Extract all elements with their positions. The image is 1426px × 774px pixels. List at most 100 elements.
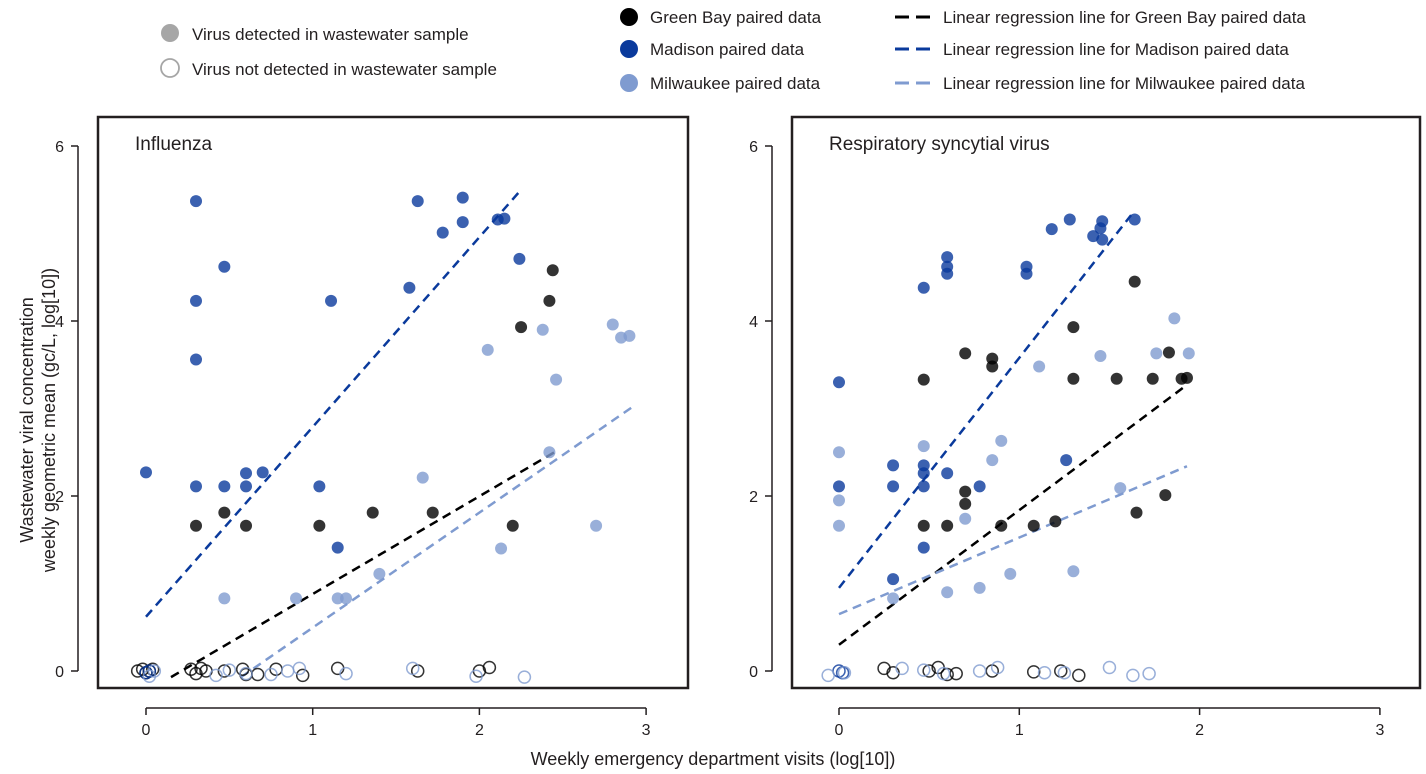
green-bay-regression-line <box>838 383 1188 646</box>
milwaukee-detected-point <box>416 471 429 484</box>
y-tick-label: 6 <box>749 139 758 156</box>
madison-detected-point <box>973 480 986 493</box>
madison-detected-point <box>1096 215 1109 228</box>
madison-detected-point <box>190 294 203 307</box>
madison-detected-point <box>887 480 900 493</box>
legend-green-bay-regression-label: Linear regression line for Green Bay pai… <box>943 8 1306 27</box>
madison-detected-point <box>411 195 424 208</box>
green-bay-detected-point <box>1067 321 1080 334</box>
madison-detected-point <box>325 294 338 307</box>
milwaukee-detected-point <box>606 318 619 331</box>
green-bay-detected-point <box>1027 519 1040 532</box>
madison-detected-point <box>887 459 900 472</box>
milwaukee-detected-point <box>495 542 508 555</box>
green-bay-not-detected-point <box>217 664 232 678</box>
green-bay-detected-point <box>506 519 519 532</box>
milwaukee-not-detected-point <box>264 667 278 682</box>
panel-title: Respiratory syncytial virus <box>829 134 1050 155</box>
legend-madison-regression-label: Linear regression line for Madison paire… <box>943 40 1289 59</box>
milwaukee-detected-point <box>995 434 1008 447</box>
milwaukee-detected-point <box>1182 347 1195 360</box>
x-axis-label: Weekly emergency department visits (log[… <box>531 749 896 769</box>
milwaukee-detected-point <box>1150 347 1163 360</box>
madison-detected-point <box>240 467 253 480</box>
green-bay-detected-point <box>1130 506 1143 519</box>
milwaukee-not-detected-point <box>1142 666 1156 681</box>
legend-madison-marker <box>620 40 638 58</box>
madison-detected-point <box>456 216 469 229</box>
milwaukee-regression-line <box>240 405 634 679</box>
milwaukee-detected-point <box>218 592 231 605</box>
milwaukee-detected-point <box>1033 360 1046 373</box>
madison-detected-point <box>140 466 152 479</box>
y-tick-label: 0 <box>55 664 64 681</box>
milwaukee-not-detected-point <box>990 660 1005 675</box>
milwaukee-detected-point <box>623 329 636 342</box>
green-bay-detected-point <box>313 519 326 532</box>
green-bay-not-detected-point <box>482 660 497 675</box>
green-bay-not-detected-point <box>295 668 310 683</box>
madison-detected-point <box>513 252 526 265</box>
green-bay-detected-point <box>986 360 999 373</box>
milwaukee-detected-point <box>373 567 386 580</box>
green-bay-detected-point <box>995 519 1008 532</box>
green-bay-not-detected-point <box>184 662 198 676</box>
madison-detected-point <box>1045 223 1058 236</box>
green-bay-detected-point <box>941 519 954 532</box>
x-tick-label: 3 <box>1375 722 1384 739</box>
milwaukee-detected-point <box>833 519 845 532</box>
milwaukee-detected-point <box>1114 482 1127 495</box>
milwaukee-not-detected-point <box>339 666 353 681</box>
green-bay-detected-point <box>1159 489 1172 502</box>
madison-detected-point <box>1087 230 1100 243</box>
madison-detected-point <box>190 480 203 493</box>
madison-detected-point <box>917 480 930 493</box>
green-bay-not-detected-point <box>250 667 265 682</box>
madison-detected-point <box>498 212 511 225</box>
green-bay-detected-point <box>1128 275 1141 288</box>
milwaukee-detected-point <box>536 323 549 336</box>
milwaukee-detected-point <box>290 592 303 605</box>
madison-detected-point <box>456 191 469 204</box>
legend-milwaukee-marker <box>620 74 638 92</box>
y-tick-label: 0 <box>749 664 758 681</box>
legend-detected-label: Virus detected in wastewater sample <box>192 25 469 44</box>
milwaukee-detected-point <box>331 592 344 605</box>
milwaukee-not-detected-point <box>1126 668 1140 683</box>
y-tick-label: 4 <box>749 314 758 331</box>
y-tick-label: 2 <box>55 489 64 506</box>
madison-detected-point <box>1128 213 1141 226</box>
madison-detected-point <box>190 353 203 366</box>
y-tick-label: 6 <box>55 139 64 156</box>
madison-detected-point <box>833 376 845 389</box>
milwaukee-detected-point <box>941 586 954 599</box>
madison-detected-point <box>1020 267 1033 280</box>
legend-not-detected-label: Virus not detected in wastewater sample <box>192 60 497 79</box>
green-bay-detected-point <box>546 264 559 277</box>
green-bay-detected-point <box>917 519 930 532</box>
green-bay-not-detected-point <box>1072 668 1086 683</box>
legend-madison-label: Madison paired data <box>650 40 805 59</box>
madison-detected-point <box>1096 233 1109 246</box>
green-bay-detected-point <box>1110 372 1123 385</box>
madison-detected-point <box>941 251 954 264</box>
milwaukee-detected-point <box>887 592 900 605</box>
x-tick-label: 1 <box>308 722 317 739</box>
green-bay-detected-point <box>240 519 253 532</box>
plot-frame <box>96 115 690 690</box>
green-bay-detected-point <box>959 347 972 360</box>
y-axis-label-line-1: Wastewater viral concentration <box>17 297 37 542</box>
milwaukee-detected-point <box>1168 312 1181 325</box>
legend-green-bay-marker <box>620 8 638 26</box>
milwaukee-not-detected-point <box>147 664 162 678</box>
green-bay-detected-point <box>515 321 528 334</box>
legend-green-bay-label: Green Bay paired data <box>650 8 822 27</box>
madison-detected-point <box>218 480 231 493</box>
y-tick-label: 2 <box>749 489 758 506</box>
green-bay-detected-point <box>1162 346 1175 359</box>
green-bay-detected-point <box>1067 372 1080 385</box>
y-tick-label: 4 <box>55 314 64 331</box>
madison-detected-point <box>917 541 930 554</box>
milwaukee-regression-line <box>838 465 1188 616</box>
